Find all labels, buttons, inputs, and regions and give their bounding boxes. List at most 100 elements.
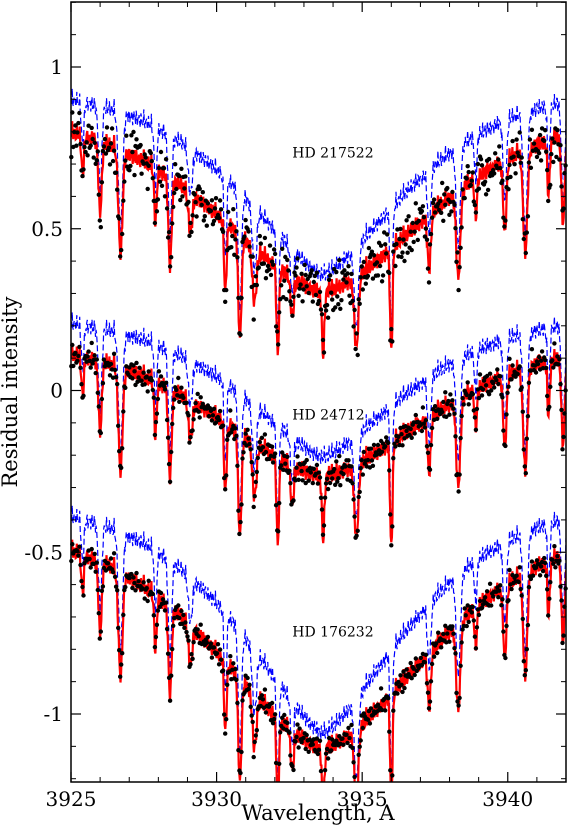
observed-point: [247, 244, 252, 249]
observed-point: [250, 254, 255, 259]
observed-point: [384, 251, 389, 256]
observed-point: [411, 239, 416, 245]
observed-point: [511, 154, 516, 159]
observed-point: [100, 148, 106, 154]
observed-point: [300, 299, 305, 304]
observed-point: [498, 583, 503, 588]
observed-point: [231, 207, 236, 212]
observed-point: [544, 573, 549, 578]
observed-point: [547, 404, 552, 410]
observed-point: [512, 162, 517, 167]
observed-point: [552, 140, 557, 145]
observed-point: [534, 154, 540, 160]
observed-point: [133, 588, 138, 593]
observed-point: [177, 399, 182, 404]
observed-point: [442, 192, 447, 197]
observed-point: [279, 283, 284, 288]
observed-point: [107, 162, 113, 167]
observed-point: [557, 558, 562, 563]
observed-point: [116, 423, 121, 428]
observed-point: [452, 646, 457, 651]
observed-point: [522, 673, 527, 678]
observed-point: [319, 312, 325, 317]
observed-point: [326, 277, 332, 282]
observed-point: [225, 437, 230, 442]
observed-point: [447, 212, 452, 217]
observed-point: [270, 460, 276, 465]
observed-point: [179, 166, 184, 171]
observed-point: [472, 415, 478, 420]
observed-point: [520, 616, 525, 622]
observed-point: [451, 631, 456, 636]
x-axis-title: Wavelength, A: [241, 801, 395, 825]
observed-point: [325, 315, 331, 320]
observed-point: [400, 689, 405, 695]
observed-point: [411, 666, 416, 671]
observed-point: [356, 494, 361, 500]
observed-point: [330, 476, 335, 481]
observed-point: [497, 144, 502, 149]
observed-point: [365, 273, 371, 279]
observed-point: [139, 171, 144, 176]
observed-point: [370, 463, 376, 468]
observed-point: [479, 163, 485, 168]
observed-point: [124, 133, 129, 138]
observed-point: [253, 733, 258, 738]
observed-point: [347, 293, 352, 298]
observed-point: [127, 168, 132, 173]
observed-point: [285, 257, 290, 263]
observed-point: [533, 565, 539, 570]
observed-point: [171, 623, 176, 628]
observed-point: [412, 672, 417, 678]
observed-point: [163, 157, 169, 162]
observed-point: [246, 229, 251, 234]
observed-point: [355, 352, 360, 358]
observed-point: [483, 192, 489, 197]
observed-point: [234, 433, 239, 439]
observed-point: [431, 197, 437, 202]
observed-point: [503, 655, 508, 661]
observed-point: [123, 584, 128, 590]
observed-point: [518, 160, 523, 165]
observed-point: [422, 660, 428, 665]
observed-point: [334, 459, 339, 464]
observed-point: [152, 220, 158, 226]
observed-point: [138, 142, 143, 148]
observed-point: [314, 270, 320, 275]
observed-point: [96, 192, 102, 197]
observed-point: [262, 687, 268, 692]
observed-point: [228, 408, 233, 413]
observed-point: [95, 390, 101, 395]
observed-point: [519, 593, 524, 598]
observed-point: [476, 612, 482, 618]
observed-point: [211, 406, 217, 411]
observed-point: [212, 206, 218, 211]
observed-point: [146, 163, 151, 168]
observed-point: [473, 210, 479, 215]
observed-point: [290, 313, 295, 318]
observed-point: [551, 159, 556, 165]
observed-point: [399, 682, 404, 687]
observed-point: [432, 210, 438, 215]
observed-point: [520, 409, 525, 414]
observed-point: [234, 677, 239, 682]
observed-point: [172, 190, 177, 196]
observed-point: [316, 470, 322, 475]
observed-point: [198, 196, 203, 202]
observed-point: [428, 442, 434, 448]
observed-point: [559, 407, 564, 413]
y-tick-label: -0.5: [24, 540, 63, 564]
observed-point: [343, 464, 348, 469]
observed-point: [445, 185, 450, 191]
observed-point: [443, 202, 448, 207]
observed-point: [538, 358, 544, 363]
observed-point: [132, 172, 137, 178]
observed-point: [435, 416, 440, 421]
observed-point: [498, 165, 503, 171]
observed-point: [420, 405, 426, 410]
observed-point: [315, 481, 321, 486]
observed-point: [519, 385, 524, 390]
observed-point: [101, 144, 107, 149]
observed-point: [455, 250, 460, 255]
observed-point: [279, 463, 284, 468]
